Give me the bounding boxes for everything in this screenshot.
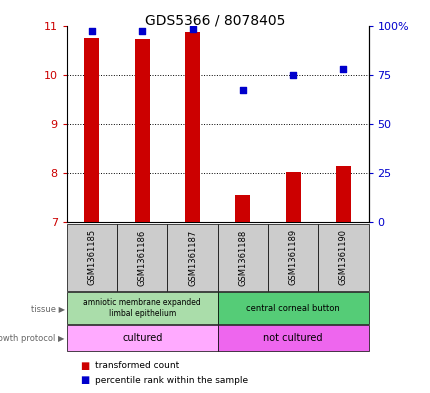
Bar (84, 38, 99, 222)
Text: ■: ■ (80, 375, 89, 386)
Text: transformed count: transformed count (95, 362, 178, 370)
Point (239, 87, 246, 94)
Text: GSM1361190: GSM1361190 (338, 230, 347, 285)
Text: GSM1361185: GSM1361185 (87, 230, 96, 285)
Bar (235, 195, 250, 222)
Text: growth protocol ▶: growth protocol ▶ (0, 334, 64, 343)
Text: not cultured: not cultured (263, 333, 322, 343)
Text: tissue ▶: tissue ▶ (31, 304, 64, 312)
Point (289, 72, 296, 78)
Text: GSM1361188: GSM1361188 (238, 229, 247, 286)
Bar (184, 32, 200, 222)
Point (138, 28, 145, 35)
Point (88, 28, 95, 35)
Text: central corneal button: central corneal button (246, 304, 339, 312)
Bar (285, 172, 300, 222)
Text: amniotic membrane expanded
limbal epithelium: amniotic membrane expanded limbal epithe… (83, 298, 201, 318)
Point (339, 66, 346, 72)
Point (189, 26, 196, 33)
Text: GDS5366 / 8078405: GDS5366 / 8078405 (145, 14, 285, 28)
Text: GSM1361189: GSM1361189 (288, 230, 297, 285)
Text: GSM1361186: GSM1361186 (138, 229, 146, 286)
Text: ■: ■ (80, 361, 89, 371)
Text: cultured: cultured (122, 333, 162, 343)
Bar (335, 165, 350, 222)
Bar (134, 39, 149, 222)
Text: GSM1361187: GSM1361187 (187, 229, 197, 286)
Text: percentile rank within the sample: percentile rank within the sample (95, 376, 247, 385)
